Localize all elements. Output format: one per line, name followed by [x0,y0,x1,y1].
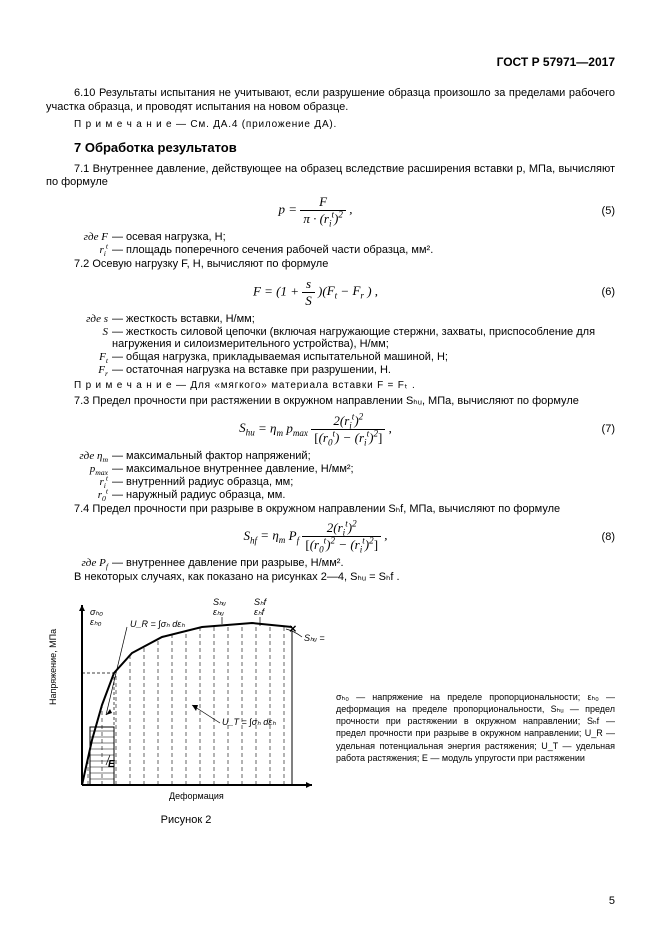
svg-text:εₕ₀: εₕ₀ [90,617,102,627]
where-S: S — жесткость силовой цепочки (включая н… [46,326,615,350]
where-Pf: где Pf — внутреннее давление при разрыве… [46,557,615,569]
section-7-heading: 7 Обработка результатов [74,140,615,155]
para-6-10: 6.10 Результаты испытания не учитывают, … [46,87,615,115]
para-7-3: 7.3 Предел прочности при растяжении в ок… [46,395,615,409]
equation-7-body: Shu = ηm pmax 2(rit)2 [(r0t) − (rit)2] , [46,413,585,446]
equation-5: p = Fπ · (rit)2 , (5) [46,194,615,227]
svg-text:U_R = ∫σₕ dεₕ: U_R = ∫σₕ dεₕ [130,619,185,629]
equation-5-body: p = Fπ · (rit)2 , [46,194,585,227]
where-ri-inner: rit — внутренний радиус образца, мм; [46,476,615,488]
svg-text:Sₕᵤ = Sₕf: Sₕᵤ = Sₕf [304,633,326,643]
svg-text:εₕᵤ: εₕᵤ [213,607,224,617]
where-pmax: pmax — максимальное внутреннее давление,… [46,463,615,475]
equation-8-number: (8) [585,531,615,543]
equation-6-number: (6) [585,286,615,298]
equation-8: Shf = ηm Pf 2(rit)2 [(r0t)2 − (rit)2] , … [46,520,615,553]
note-da4: П р и м е ч а н и е — См. ДА.4 (приложен… [46,119,615,130]
svg-text:E: E [108,759,115,770]
svg-text:Деформация: Деформация [169,791,224,801]
svg-text:Напряжение, МПа: Напряжение, МПа [48,629,58,705]
para-7-4-extra: В некоторых случаях, как показано на рис… [46,571,615,585]
figure-2-legend: σₕ₀ — напряжение на пределе пропорционал… [336,595,615,764]
stress-strain-chart: Напряжение, МПа × σₕ₀εₕ₀ Sₕᵤεₕᵤ Sₕfεₕf Sₕᵤ = … [46,595,326,805]
where-Ft: Ft — общая нагрузка, прикладываемая испы… [46,351,615,363]
figure-2-region: Напряжение, МПа × σₕ₀εₕ₀ Sₕᵤεₕᵤ Sₕfεₕf Sₕᵤ = … [46,595,615,826]
svg-text:U_T = ∫σₕ dεₕ: U_T = ∫σₕ dεₕ [222,717,276,727]
svg-text:εₕf: εₕf [254,607,266,617]
equation-7: Shu = ηm pmax 2(rit)2 [(r0t) − (rit)2] ,… [46,413,615,446]
para-7-4: 7.4 Предел прочности при разрыве в окруж… [46,503,615,517]
where-r0: r0t — наружный радиус образца, мм. [46,489,615,501]
page: ГОСТ Р 57971—2017 6.10 Результаты испыта… [0,0,661,935]
equation-6-body: F = (1 + sS )(Ft − Fr ) , [46,276,585,309]
figure-2: Напряжение, МПа × σₕ₀εₕ₀ Sₕᵤεₕᵤ Sₕfεₕf Sₕᵤ = … [46,595,326,826]
svg-text:×: × [289,621,297,636]
where-ri: rit — площадь поперечного сечения рабоче… [46,244,615,256]
equation-6: F = (1 + sS )(Ft − Fr ) , (6) [46,276,615,309]
where-Fr: Fr — остаточная нагрузка на вставке при … [46,364,615,376]
svg-text:Sₕᵤ: Sₕᵤ [213,597,226,607]
note-soft-insert: П р и м е ч а н и е — Для «мягкого» мате… [46,380,615,391]
equation-5-number: (5) [585,205,615,217]
svg-text:Sₕf: Sₕf [254,597,268,607]
where-s: где s — жесткость вставки, Н/мм; [46,313,615,325]
equation-7-number: (7) [585,423,615,435]
para-7-1: 7.1 Внутреннее давление, действующее на … [46,163,615,191]
equation-8-body: Shf = ηm Pf 2(rit)2 [(r0t)2 − (rit)2] , [46,520,585,553]
where-eta-m: где ηm — максимальный фактор напряжений; [46,450,615,462]
para-7-2: 7.2 Осевую нагрузку F, Н, вычисляют по ф… [46,258,615,272]
figure-2-caption: Рисунок 2 [46,814,326,826]
where-F: где F — осевая нагрузка, Н; [46,231,615,243]
doc-header: ГОСТ Р 57971—2017 [46,55,615,69]
svg-text:σₕ₀: σₕ₀ [90,607,103,617]
page-number: 5 [609,895,615,907]
